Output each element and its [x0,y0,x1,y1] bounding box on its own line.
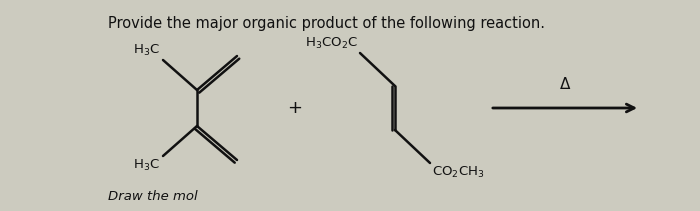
Text: CO$_2$CH$_3$: CO$_2$CH$_3$ [432,165,484,180]
Text: H$_3$CO$_2$C: H$_3$CO$_2$C [305,36,358,51]
Text: Draw the mol: Draw the mol [108,190,197,203]
Text: +: + [288,99,302,117]
Text: H$_3$C: H$_3$C [133,43,160,58]
Text: Δ: Δ [560,77,570,92]
Text: Provide the major organic product of the following reaction.: Provide the major organic product of the… [108,16,545,31]
Text: H$_3$C: H$_3$C [133,158,160,173]
